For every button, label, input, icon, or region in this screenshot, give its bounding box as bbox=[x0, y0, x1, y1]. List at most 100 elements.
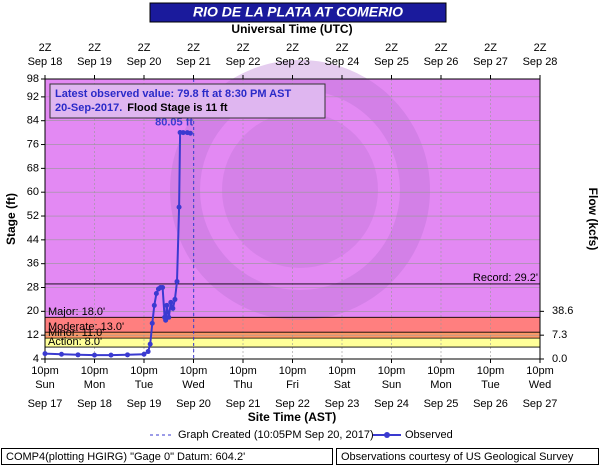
annotation-line3: Flood Stage is 11 ft bbox=[127, 102, 228, 114]
y-tick-label: 44 bbox=[27, 234, 39, 246]
top-x-tick-time: 2Z bbox=[138, 42, 151, 54]
x-tick-day: Mon bbox=[84, 379, 105, 391]
x-tick-time: 10pm bbox=[180, 365, 208, 377]
flood-stage-label: Minor: 11.0' bbox=[48, 327, 104, 339]
top-x-tick-time: 2Z bbox=[534, 42, 547, 54]
x-tick-day: Mon bbox=[430, 379, 451, 391]
series-marker bbox=[145, 349, 151, 355]
y-tick-label: 92 bbox=[27, 91, 39, 103]
series-marker bbox=[147, 341, 153, 347]
x-tick-day: Sat bbox=[334, 379, 351, 391]
top-x-tick-time: 2Z bbox=[286, 42, 299, 54]
y-tick-label: 76 bbox=[27, 138, 39, 150]
y-tick-label: 98 bbox=[27, 73, 39, 85]
top-x-tick-time: 2Z bbox=[88, 42, 101, 54]
legend-created: Graph Created (10:05PM Sep 20, 2017) bbox=[178, 429, 374, 441]
x-tick-time: 10pm bbox=[130, 365, 158, 377]
y-tick-label: 4 bbox=[33, 353, 39, 365]
x-tick-day: Wed bbox=[529, 379, 551, 391]
top-axis-label: Universal Time (UTC) bbox=[231, 22, 352, 36]
y-tick-label: 60 bbox=[27, 186, 39, 198]
series-marker bbox=[59, 351, 64, 357]
footer-left: COMP4(plotting HGIRG) "Gage 0" Datum: 60… bbox=[6, 451, 245, 463]
series-marker bbox=[172, 296, 178, 302]
top-x-tick-time: 2Z bbox=[39, 42, 52, 54]
x-tick-date: Sep 23 bbox=[325, 398, 360, 410]
series-marker bbox=[174, 279, 180, 285]
plot-area: 4 12 20 28 36 44 52 60 68 76 84 92 98 10pm Sun Sep 17 10… bbox=[27, 42, 574, 410]
series-marker bbox=[163, 317, 169, 323]
top-x-tick-date: Sep 28 bbox=[523, 56, 558, 68]
record-label: Record: 29.2' bbox=[473, 272, 538, 284]
top-x-tick-date: Sep 25 bbox=[374, 56, 409, 68]
series-marker bbox=[168, 299, 174, 305]
series-marker bbox=[125, 352, 130, 358]
x-tick-time: 10pm bbox=[81, 365, 109, 377]
series-marker bbox=[176, 204, 182, 210]
x-tick-time: 10pm bbox=[328, 365, 356, 377]
y2-tick-label: 38.6 bbox=[552, 305, 573, 317]
series-marker bbox=[141, 351, 147, 357]
x-tick-date: Sep 20 bbox=[176, 398, 211, 410]
top-x-tick-date: Sep 22 bbox=[226, 56, 261, 68]
plot-frame bbox=[44, 78, 541, 360]
x-tick-day: Sun bbox=[382, 379, 402, 391]
x-tick-day: Sun bbox=[35, 379, 55, 391]
chart-title: RIO DE LA PLATA AT COMERIO bbox=[193, 4, 403, 20]
footer-right: Observations courtesy of US Geological S… bbox=[341, 451, 574, 463]
top-x-tick-date: Sep 21 bbox=[176, 56, 211, 68]
flood-band bbox=[45, 338, 540, 348]
legend-observed-marker bbox=[384, 432, 390, 438]
y-tick-label: 84 bbox=[27, 115, 39, 127]
series-marker bbox=[108, 352, 114, 358]
annotation-line1: Latest observed value: 79.8 ft at 8:30 P… bbox=[55, 88, 291, 100]
series-marker bbox=[151, 302, 157, 308]
top-x-tick-time: 2Z bbox=[385, 42, 398, 54]
x-tick-date: Sep 21 bbox=[226, 398, 261, 410]
flood-stage-label: Moderate: 13.0' bbox=[48, 321, 124, 333]
series-marker bbox=[160, 285, 166, 291]
series-marker bbox=[170, 305, 176, 311]
y-tick-label: 20 bbox=[27, 305, 39, 317]
top-x-tick-date: Sep 20 bbox=[127, 56, 162, 68]
annotation-box bbox=[49, 83, 326, 119]
x-tick-day: Thu bbox=[234, 379, 253, 391]
x-tick-time: 10pm bbox=[229, 365, 257, 377]
x-tick-day: Wed bbox=[182, 379, 204, 391]
flood-band bbox=[45, 79, 540, 318]
value-label: 80.05 ft bbox=[155, 116, 193, 128]
series-marker bbox=[75, 352, 81, 358]
y-tick-label: 12 bbox=[27, 329, 39, 341]
top-x-tick-date: Sep 23 bbox=[275, 56, 310, 68]
x-tick-time: 10pm bbox=[378, 365, 406, 377]
x-tick-date: Sep 22 bbox=[275, 398, 310, 410]
x-tick-date: Sep 17 bbox=[28, 398, 63, 410]
x-tick-time: 10pm bbox=[526, 365, 554, 377]
x-tick-date: Sep 19 bbox=[127, 398, 162, 410]
annotation-line2: 20-Sep-2017. bbox=[55, 102, 122, 114]
x-tick-day: Tue bbox=[135, 379, 154, 391]
top-x-tick-date: Sep 24 bbox=[325, 56, 360, 68]
top-x-tick-time: 2Z bbox=[484, 42, 497, 54]
flood-stage-label: Major: 18.0' bbox=[48, 306, 105, 318]
x-axis-label: Site Time (AST) bbox=[248, 410, 336, 424]
series-marker bbox=[180, 130, 186, 136]
title-bar bbox=[149, 2, 447, 23]
y-tick-label: 68 bbox=[27, 162, 39, 174]
series-marker bbox=[92, 352, 97, 358]
x-tick-date: Sep 24 bbox=[374, 398, 409, 410]
y-tick-label: 52 bbox=[27, 210, 39, 222]
top-x-tick-time: 2Z bbox=[336, 42, 349, 54]
x-tick-date: Sep 18 bbox=[77, 398, 112, 410]
y2-axis-label: Flow (kcfs) bbox=[586, 188, 600, 251]
top-x-tick-time: 2Z bbox=[435, 42, 448, 54]
series-marker bbox=[164, 302, 170, 308]
x-tick-time: 10pm bbox=[279, 365, 307, 377]
x-tick-day: Tue bbox=[481, 379, 500, 391]
x-tick-time: 10pm bbox=[31, 365, 59, 377]
y-axis-label: Stage (ft) bbox=[4, 193, 18, 245]
top-x-tick-date: Sep 27 bbox=[473, 56, 508, 68]
y-tick-label: 28 bbox=[27, 281, 39, 293]
noaa-watermark bbox=[170, 60, 430, 320]
